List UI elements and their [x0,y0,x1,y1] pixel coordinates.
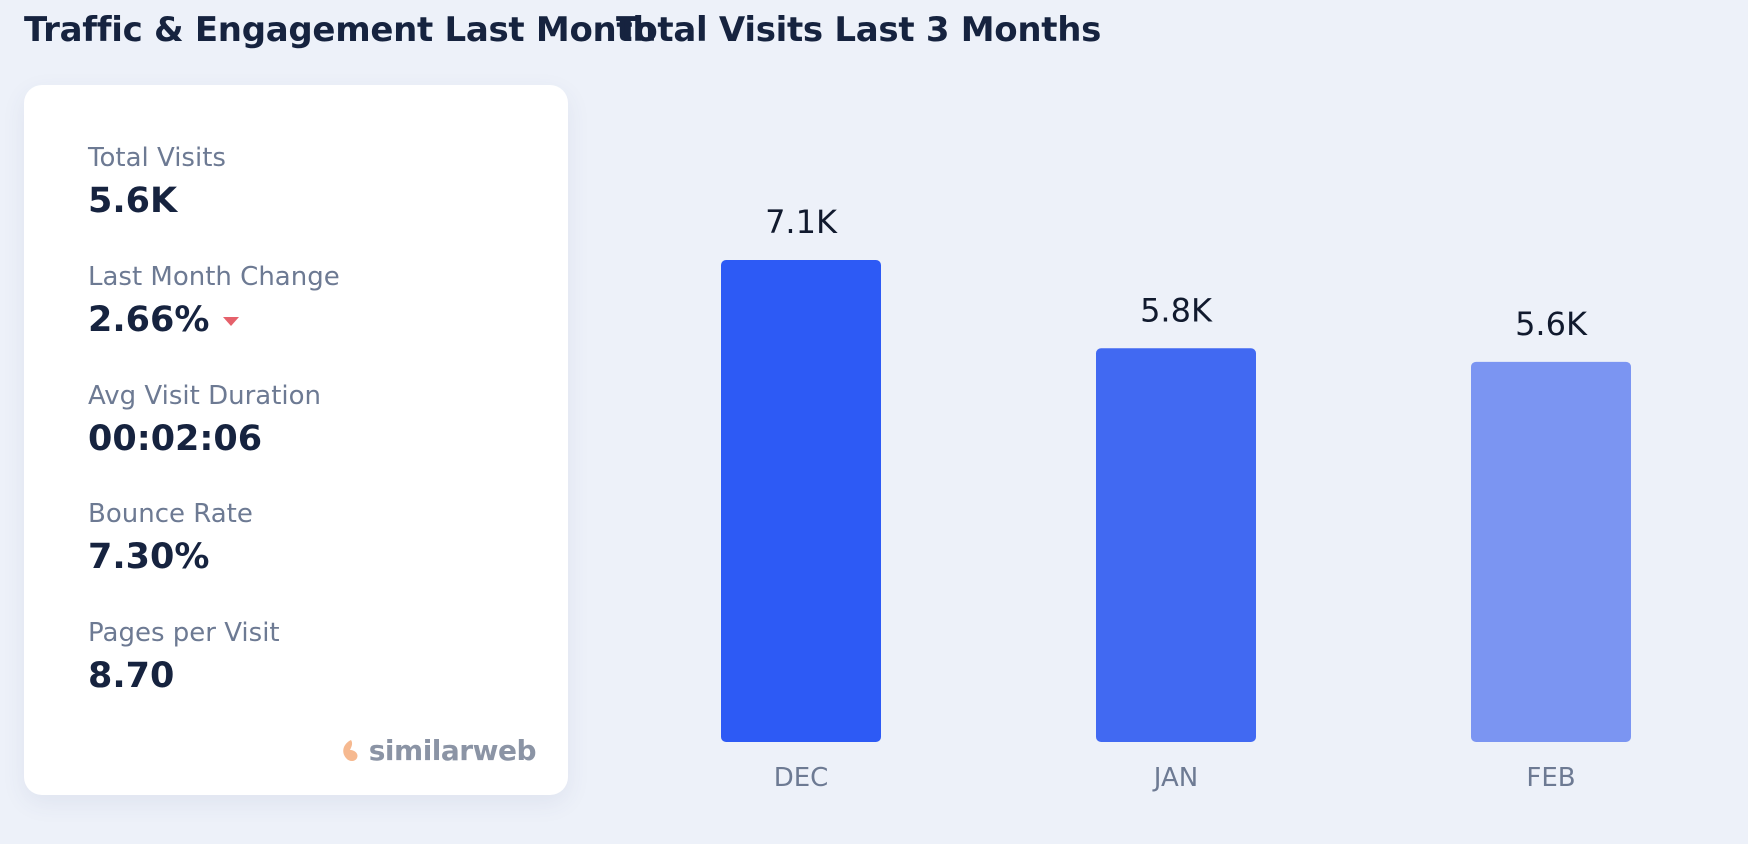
total-visits-bar-chart: 7.1K DEC 5.8K JAN 5.6K FEB [721,203,1631,793]
bar-value-label: 5.6K [1515,305,1588,343]
similarweb-brand[interactable]: similarweb [337,734,537,767]
bar-value-label: 7.1K [765,203,838,241]
metric-value: 2.66% [88,300,210,340]
metric-bounce-rate: Bounce Rate 7.30% [88,497,528,579]
category-label: JAN [1152,763,1198,793]
similarweb-logo-icon [343,739,358,761]
metric-label: Last Month Change [88,262,340,292]
category-label: FEB [1526,763,1575,793]
engagement-metrics-card: Total Visits 5.6K Last Month Change 2.66… [24,85,568,795]
metric-label: Bounce Rate [88,499,253,529]
metric-last-month-change: Last Month Change 2.66% [88,260,528,342]
metric-label: Avg Visit Duration [88,381,322,411]
traffic-engagement-title: Traffic & Engagement Last Month [24,10,657,50]
category-label: DEC [774,763,829,793]
metric-label: Pages per Visit [88,618,280,648]
metric-value: 00:02:06 [88,419,263,459]
brand-name: similarweb [368,734,537,767]
bar-dec[interactable] [721,260,881,742]
bar-feb[interactable] [1471,361,1631,742]
total-visits-chart-title: Total Visits Last 3 Months [616,10,1102,50]
metric-pages-per-visit: Pages per Visit 8.70 [88,616,528,698]
metric-label: Total Visits [88,143,226,173]
metric-value: 5.6K [88,181,178,221]
metric-value: 8.70 [88,656,175,696]
metric-total-visits: Total Visits 5.6K [88,141,528,223]
metric-value: 7.30% [88,537,210,577]
trend-down-icon [223,316,240,326]
metric-avg-visit-duration: Avg Visit Duration 00:02:06 [88,379,528,461]
bar-jan[interactable] [1096,348,1256,742]
bar-value-label: 5.8K [1140,291,1213,329]
